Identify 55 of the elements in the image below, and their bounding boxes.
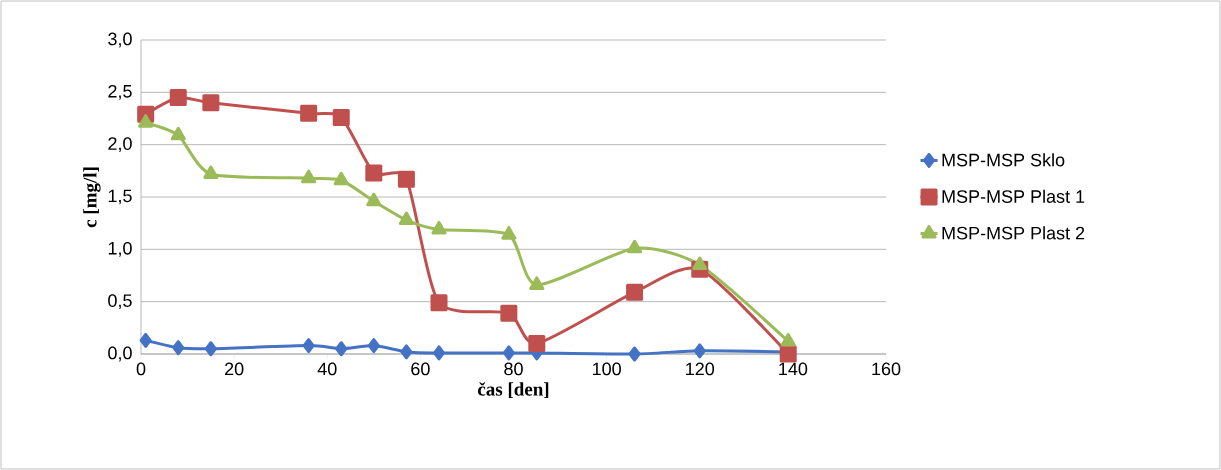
y-tick-label: 0,0 <box>108 346 132 362</box>
point <box>366 192 382 207</box>
point <box>628 346 641 362</box>
point <box>692 256 708 271</box>
y-tick-label: 1,0 <box>108 241 132 257</box>
point <box>365 164 383 182</box>
point <box>301 169 317 184</box>
point <box>333 171 349 186</box>
x-tick-label: 0 <box>136 362 146 376</box>
x-tick-label: 140 <box>779 362 808 376</box>
point <box>172 340 185 356</box>
point <box>398 211 414 226</box>
y-tick-label: 0,5 <box>108 294 132 310</box>
point <box>300 104 318 122</box>
point <box>528 335 546 353</box>
point <box>138 114 154 128</box>
y-axis-title: c [mg/l] <box>83 167 101 228</box>
point <box>139 332 152 348</box>
x-tick-label: 20 <box>225 362 244 376</box>
point <box>332 108 350 126</box>
point <box>780 332 796 347</box>
x-tick-label: 100 <box>592 362 621 376</box>
point <box>433 345 446 361</box>
point <box>502 345 515 361</box>
y-tick-label: 2,0 <box>108 137 132 153</box>
point <box>202 94 220 112</box>
point <box>501 226 517 240</box>
point <box>529 276 545 290</box>
x-tick-label: 160 <box>872 362 901 376</box>
point <box>170 126 186 141</box>
point <box>400 344 413 360</box>
point <box>626 283 644 301</box>
point <box>367 338 380 354</box>
y-tick-label: 2,5 <box>108 84 132 100</box>
point <box>397 170 415 188</box>
y-tick-label: 3,0 <box>108 32 132 48</box>
y-tick-label: 1,5 <box>108 189 132 205</box>
point <box>693 343 706 359</box>
legend-label: MSP-MSP Plast 1 <box>942 189 1085 203</box>
point <box>627 239 643 254</box>
legend-label: MSP-MSP Plast 2 <box>942 226 1085 240</box>
x-axis-title: čas [den] <box>478 382 549 399</box>
x-tick-label: 40 <box>317 362 337 376</box>
x-tick-label: 60 <box>411 362 430 376</box>
point <box>335 341 348 357</box>
point <box>431 220 447 235</box>
point <box>430 294 448 312</box>
point <box>302 338 315 354</box>
point <box>204 341 217 357</box>
x-tick-label: 120 <box>686 362 715 376</box>
legend-label: MSP-MSP Sklo <box>942 153 1065 167</box>
x-tick-label: 80 <box>504 362 523 376</box>
point <box>500 304 518 322</box>
point <box>169 89 187 107</box>
point <box>203 165 219 179</box>
